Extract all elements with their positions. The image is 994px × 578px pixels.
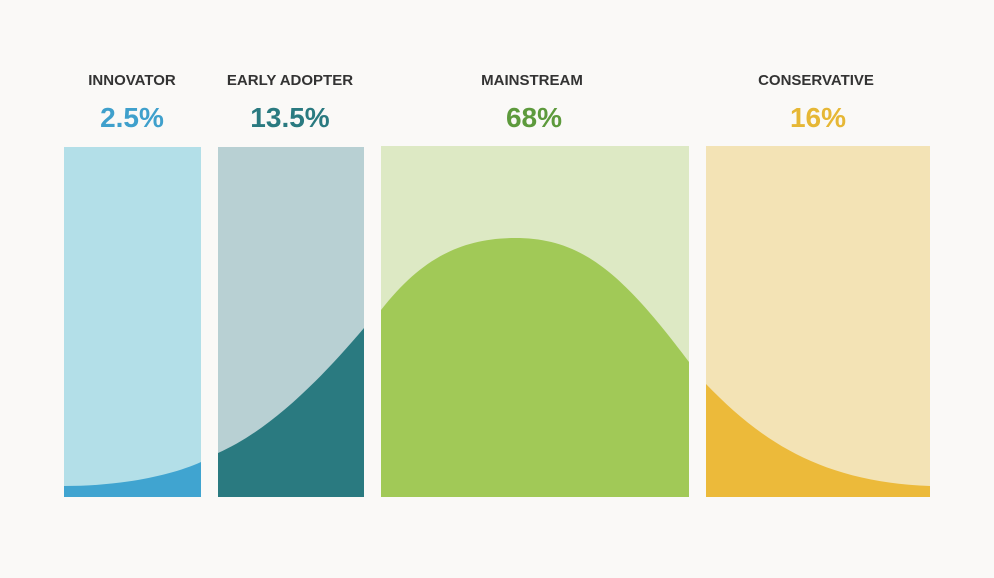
curve [64, 462, 201, 497]
segment-value: 2.5% [100, 102, 164, 133]
segment-value: 13.5% [250, 102, 329, 133]
segment-value: 68% [506, 102, 562, 133]
panel [64, 147, 201, 497]
segment-label: EARLY ADOPTER [227, 72, 353, 89]
curve [706, 384, 930, 497]
segment-label: CONSERVATIVE [758, 72, 874, 89]
segment-label: INNOVATOR [88, 72, 176, 89]
segment-value: 16% [790, 102, 846, 133]
segment-label: MAINSTREAM [481, 72, 583, 89]
curve [218, 328, 364, 497]
curve [381, 238, 689, 497]
